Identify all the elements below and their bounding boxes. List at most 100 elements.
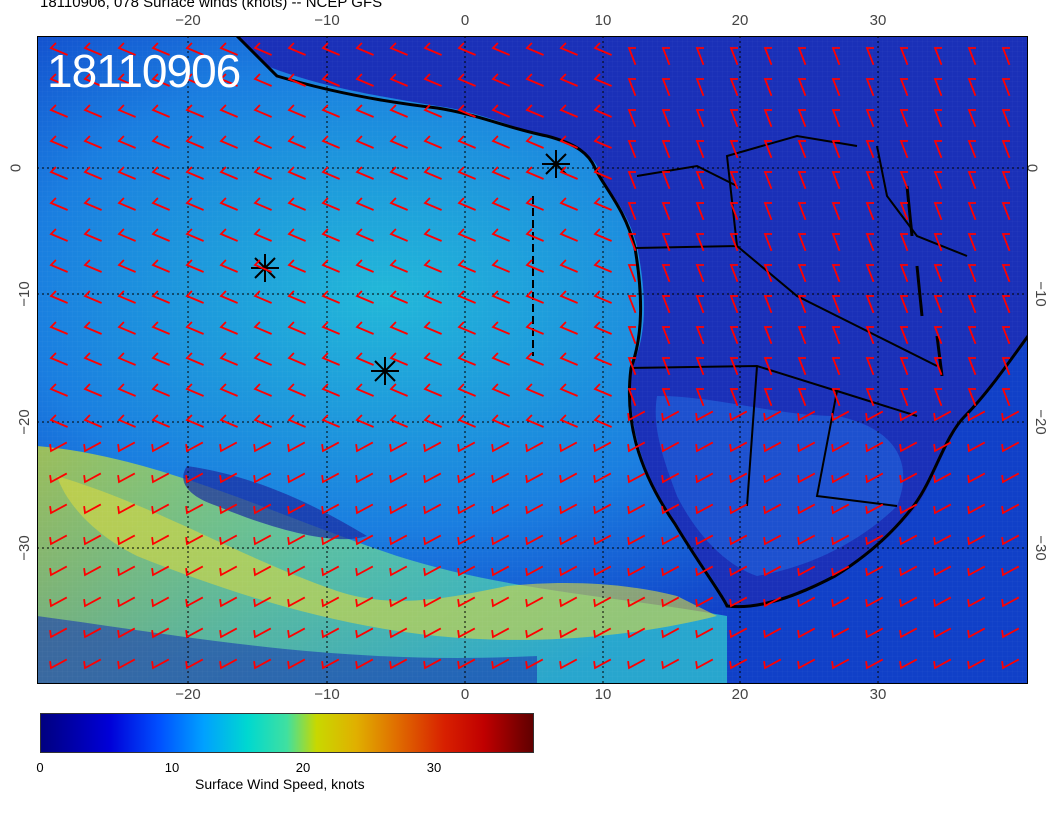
wind-barb	[151, 534, 170, 546]
wind-barb	[593, 290, 612, 304]
wind-barb	[1001, 202, 1011, 221]
top-lon-tick: 30	[869, 12, 887, 29]
wind-barb	[593, 42, 612, 56]
wind-barb	[831, 140, 841, 159]
wind-barb	[593, 104, 612, 118]
wind-barb	[287, 104, 306, 118]
wind-barb	[185, 321, 204, 335]
wind-barb	[491, 104, 510, 118]
wind-barb	[729, 202, 739, 221]
wind-barb	[831, 503, 850, 515]
wind-barb	[253, 627, 272, 639]
wind-barb	[865, 410, 884, 422]
wind-barb	[457, 352, 476, 366]
wind-barb	[593, 472, 612, 484]
wind-barb	[661, 233, 671, 252]
wind-barb	[899, 388, 909, 407]
wind-barb	[831, 565, 850, 577]
wind-barb	[967, 534, 986, 546]
wind-barb	[1001, 233, 1011, 252]
wind-barb	[457, 197, 476, 211]
wind-barb	[899, 78, 909, 97]
wind-barb	[83, 383, 102, 397]
wind-barb	[389, 414, 408, 428]
wind-barb	[423, 290, 442, 304]
wind-barb	[423, 441, 442, 453]
wind-barb	[729, 627, 748, 639]
wind-barb	[1001, 627, 1020, 639]
wind-barb	[797, 565, 816, 577]
wind-barb	[661, 202, 671, 221]
wind-barb	[389, 534, 408, 546]
wind-barb	[253, 472, 272, 484]
wind-barb	[287, 441, 306, 453]
wind-barb	[491, 290, 510, 304]
wind-barb	[321, 383, 340, 397]
wind-barb	[695, 627, 714, 639]
wind-barb	[661, 534, 680, 546]
wind-barb	[287, 290, 306, 304]
wind-barb	[593, 228, 612, 242]
wind-barb	[389, 104, 408, 118]
wind-barb	[389, 658, 408, 670]
wind-barb	[151, 259, 170, 273]
wind-barb	[253, 565, 272, 577]
wind-barb	[49, 73, 68, 87]
wind-barb	[423, 534, 442, 546]
wind-barb	[933, 357, 943, 376]
wind-barb	[117, 441, 136, 453]
wind-barb	[185, 197, 204, 211]
wind-barb	[185, 383, 204, 397]
wind-barb	[695, 140, 705, 159]
wind-barb	[117, 259, 136, 273]
wind-barb	[49, 166, 68, 180]
wind-barb	[83, 441, 102, 453]
wind-barb	[321, 441, 340, 453]
wind-barb	[253, 259, 272, 273]
wind-barb	[423, 228, 442, 242]
wind-barb	[559, 441, 578, 453]
wind-barb	[967, 627, 986, 639]
wind-barb	[729, 565, 748, 577]
wind-barb	[525, 42, 544, 56]
wind-barb	[185, 290, 204, 304]
wind-barb	[1001, 472, 1020, 484]
wind-barb	[491, 627, 510, 639]
wind-barb	[967, 109, 977, 128]
wind-barb	[525, 197, 544, 211]
wind-barb	[695, 472, 714, 484]
wind-barb	[83, 321, 102, 335]
wind-barb	[117, 534, 136, 546]
wind-barb	[627, 171, 637, 190]
wind-barb	[253, 658, 272, 670]
wind-barb	[355, 135, 374, 149]
wind-barb	[661, 47, 671, 66]
wind-barb	[491, 565, 510, 577]
wind-barb	[457, 534, 476, 546]
wind-barb	[491, 352, 510, 366]
wind-barb	[253, 352, 272, 366]
wind-barb	[831, 388, 841, 407]
wind-barb	[389, 352, 408, 366]
wind-barb	[185, 565, 204, 577]
wind-barb	[83, 658, 102, 670]
wind-barb	[865, 357, 875, 376]
wind-barb	[967, 357, 977, 376]
wind-barb	[389, 290, 408, 304]
wind-barb	[797, 503, 816, 515]
wind-barb	[695, 202, 705, 221]
wind-barb	[865, 534, 884, 546]
wind-barb	[457, 228, 476, 242]
right-lat-tick: −30	[1032, 535, 1050, 561]
wind-barb	[389, 73, 408, 87]
wind-barb	[491, 135, 510, 149]
wind-barb	[797, 596, 816, 608]
wind-barb	[627, 472, 646, 484]
wind-barb	[321, 534, 340, 546]
wind-barb	[355, 166, 374, 180]
wind-barb	[763, 410, 782, 422]
wind-barb	[933, 565, 952, 577]
wind-barb	[967, 171, 977, 190]
wind-barb	[627, 326, 637, 345]
wind-barb	[219, 166, 238, 180]
